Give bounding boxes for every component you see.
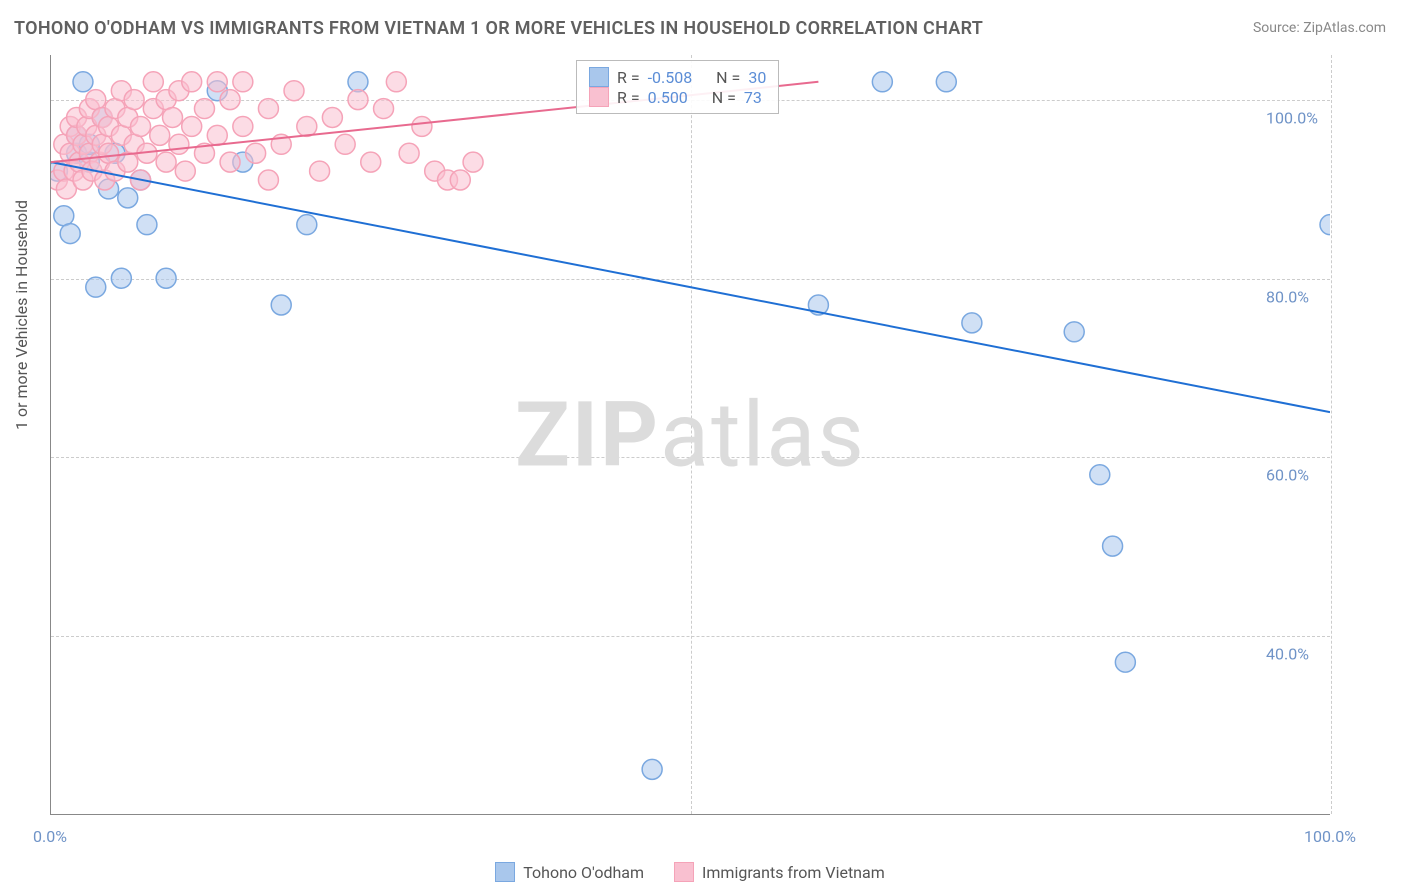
- correlation-row: R = 0.500 N = 73: [589, 87, 766, 107]
- data-point: [361, 152, 381, 172]
- data-point: [297, 116, 317, 136]
- data-point: [412, 116, 432, 136]
- data-point: [258, 99, 278, 119]
- data-point: [962, 313, 982, 333]
- data-point: [297, 215, 317, 235]
- data-point: [374, 99, 394, 119]
- data-point: [111, 268, 131, 288]
- correlation-row: R = -0.508 N = 30: [589, 67, 766, 87]
- legend-item: Tohono O'odham: [495, 862, 644, 882]
- data-point: [322, 108, 342, 128]
- data-point: [233, 72, 253, 92]
- data-point: [1103, 536, 1123, 556]
- y-axis-label: 1 or more Vehicles in Household: [12, 200, 31, 430]
- data-point: [182, 116, 202, 136]
- legend-label: Tohono O'odham: [523, 863, 644, 882]
- data-point: [118, 188, 138, 208]
- data-point: [194, 99, 214, 119]
- legend-bottom: Tohono O'odham Immigrants from Vietnam: [50, 862, 1330, 882]
- data-point: [220, 152, 240, 172]
- series-swatch-icon: [589, 87, 609, 107]
- source-attribution: Source: ZipAtlas.com: [1253, 20, 1386, 36]
- data-point: [86, 90, 106, 110]
- data-point: [99, 143, 119, 163]
- data-point: [175, 161, 195, 181]
- data-point: [463, 152, 483, 172]
- data-point: [150, 125, 170, 145]
- data-point: [246, 143, 266, 163]
- data-point: [642, 759, 662, 779]
- n-label: N =: [716, 68, 740, 87]
- data-point: [54, 206, 74, 226]
- data-point: [348, 72, 368, 92]
- x-tick-label: 0.0%: [33, 827, 67, 846]
- n-value: 30: [748, 68, 766, 87]
- data-point: [271, 295, 291, 315]
- data-point: [163, 108, 183, 128]
- data-point: [284, 81, 304, 101]
- n-value: 73: [744, 88, 762, 107]
- data-point: [450, 170, 470, 190]
- data-point: [1320, 215, 1330, 235]
- source-label: Source:: [1253, 20, 1303, 36]
- data-point: [310, 161, 330, 181]
- regression-line: [51, 162, 1330, 412]
- correlation-stats-box: R =-0.508 N =30R =0.500 N =73: [576, 60, 779, 114]
- data-point: [124, 90, 144, 110]
- gridline-vertical: [1331, 55, 1332, 814]
- data-point: [86, 277, 106, 297]
- r-value: 0.500: [648, 88, 688, 107]
- r-label: R =: [617, 88, 640, 107]
- data-point: [143, 72, 163, 92]
- legend-item: Immigrants from Vietnam: [674, 862, 885, 882]
- data-point: [1064, 322, 1084, 342]
- legend-label: Immigrants from Vietnam: [702, 863, 885, 882]
- x-tick-label: 100.0%: [1304, 827, 1356, 846]
- chart-title: TOHONO O'ODHAM VS IMMIGRANTS FROM VIETNA…: [14, 18, 983, 39]
- r-label: R =: [617, 68, 640, 87]
- data-point: [399, 143, 419, 163]
- data-point: [207, 125, 227, 145]
- data-point: [258, 170, 278, 190]
- data-point: [131, 116, 151, 136]
- source-name: ZipAtlas.com: [1303, 20, 1386, 36]
- legend-swatch-icon: [674, 862, 694, 882]
- data-point: [1090, 465, 1110, 485]
- data-point: [182, 72, 202, 92]
- r-value: -0.508: [648, 68, 693, 87]
- n-label: N =: [712, 88, 736, 107]
- data-point: [73, 72, 93, 92]
- data-point: [137, 215, 157, 235]
- legend-swatch-icon: [495, 862, 515, 882]
- data-point: [1115, 652, 1135, 672]
- data-point: [60, 224, 80, 244]
- data-point: [207, 72, 227, 92]
- data-point: [233, 116, 253, 136]
- data-point: [156, 268, 176, 288]
- data-point: [156, 152, 176, 172]
- data-point: [169, 134, 189, 154]
- data-point: [936, 72, 956, 92]
- plot-area: ZIPatlas R =-0.508 N =30R =0.500 N =73 4…: [50, 55, 1330, 815]
- chart-svg: [51, 55, 1330, 814]
- data-point: [386, 72, 406, 92]
- data-point: [348, 90, 368, 110]
- data-point: [872, 72, 892, 92]
- data-point: [335, 134, 355, 154]
- data-point: [220, 90, 240, 110]
- series-swatch-icon: [589, 67, 609, 87]
